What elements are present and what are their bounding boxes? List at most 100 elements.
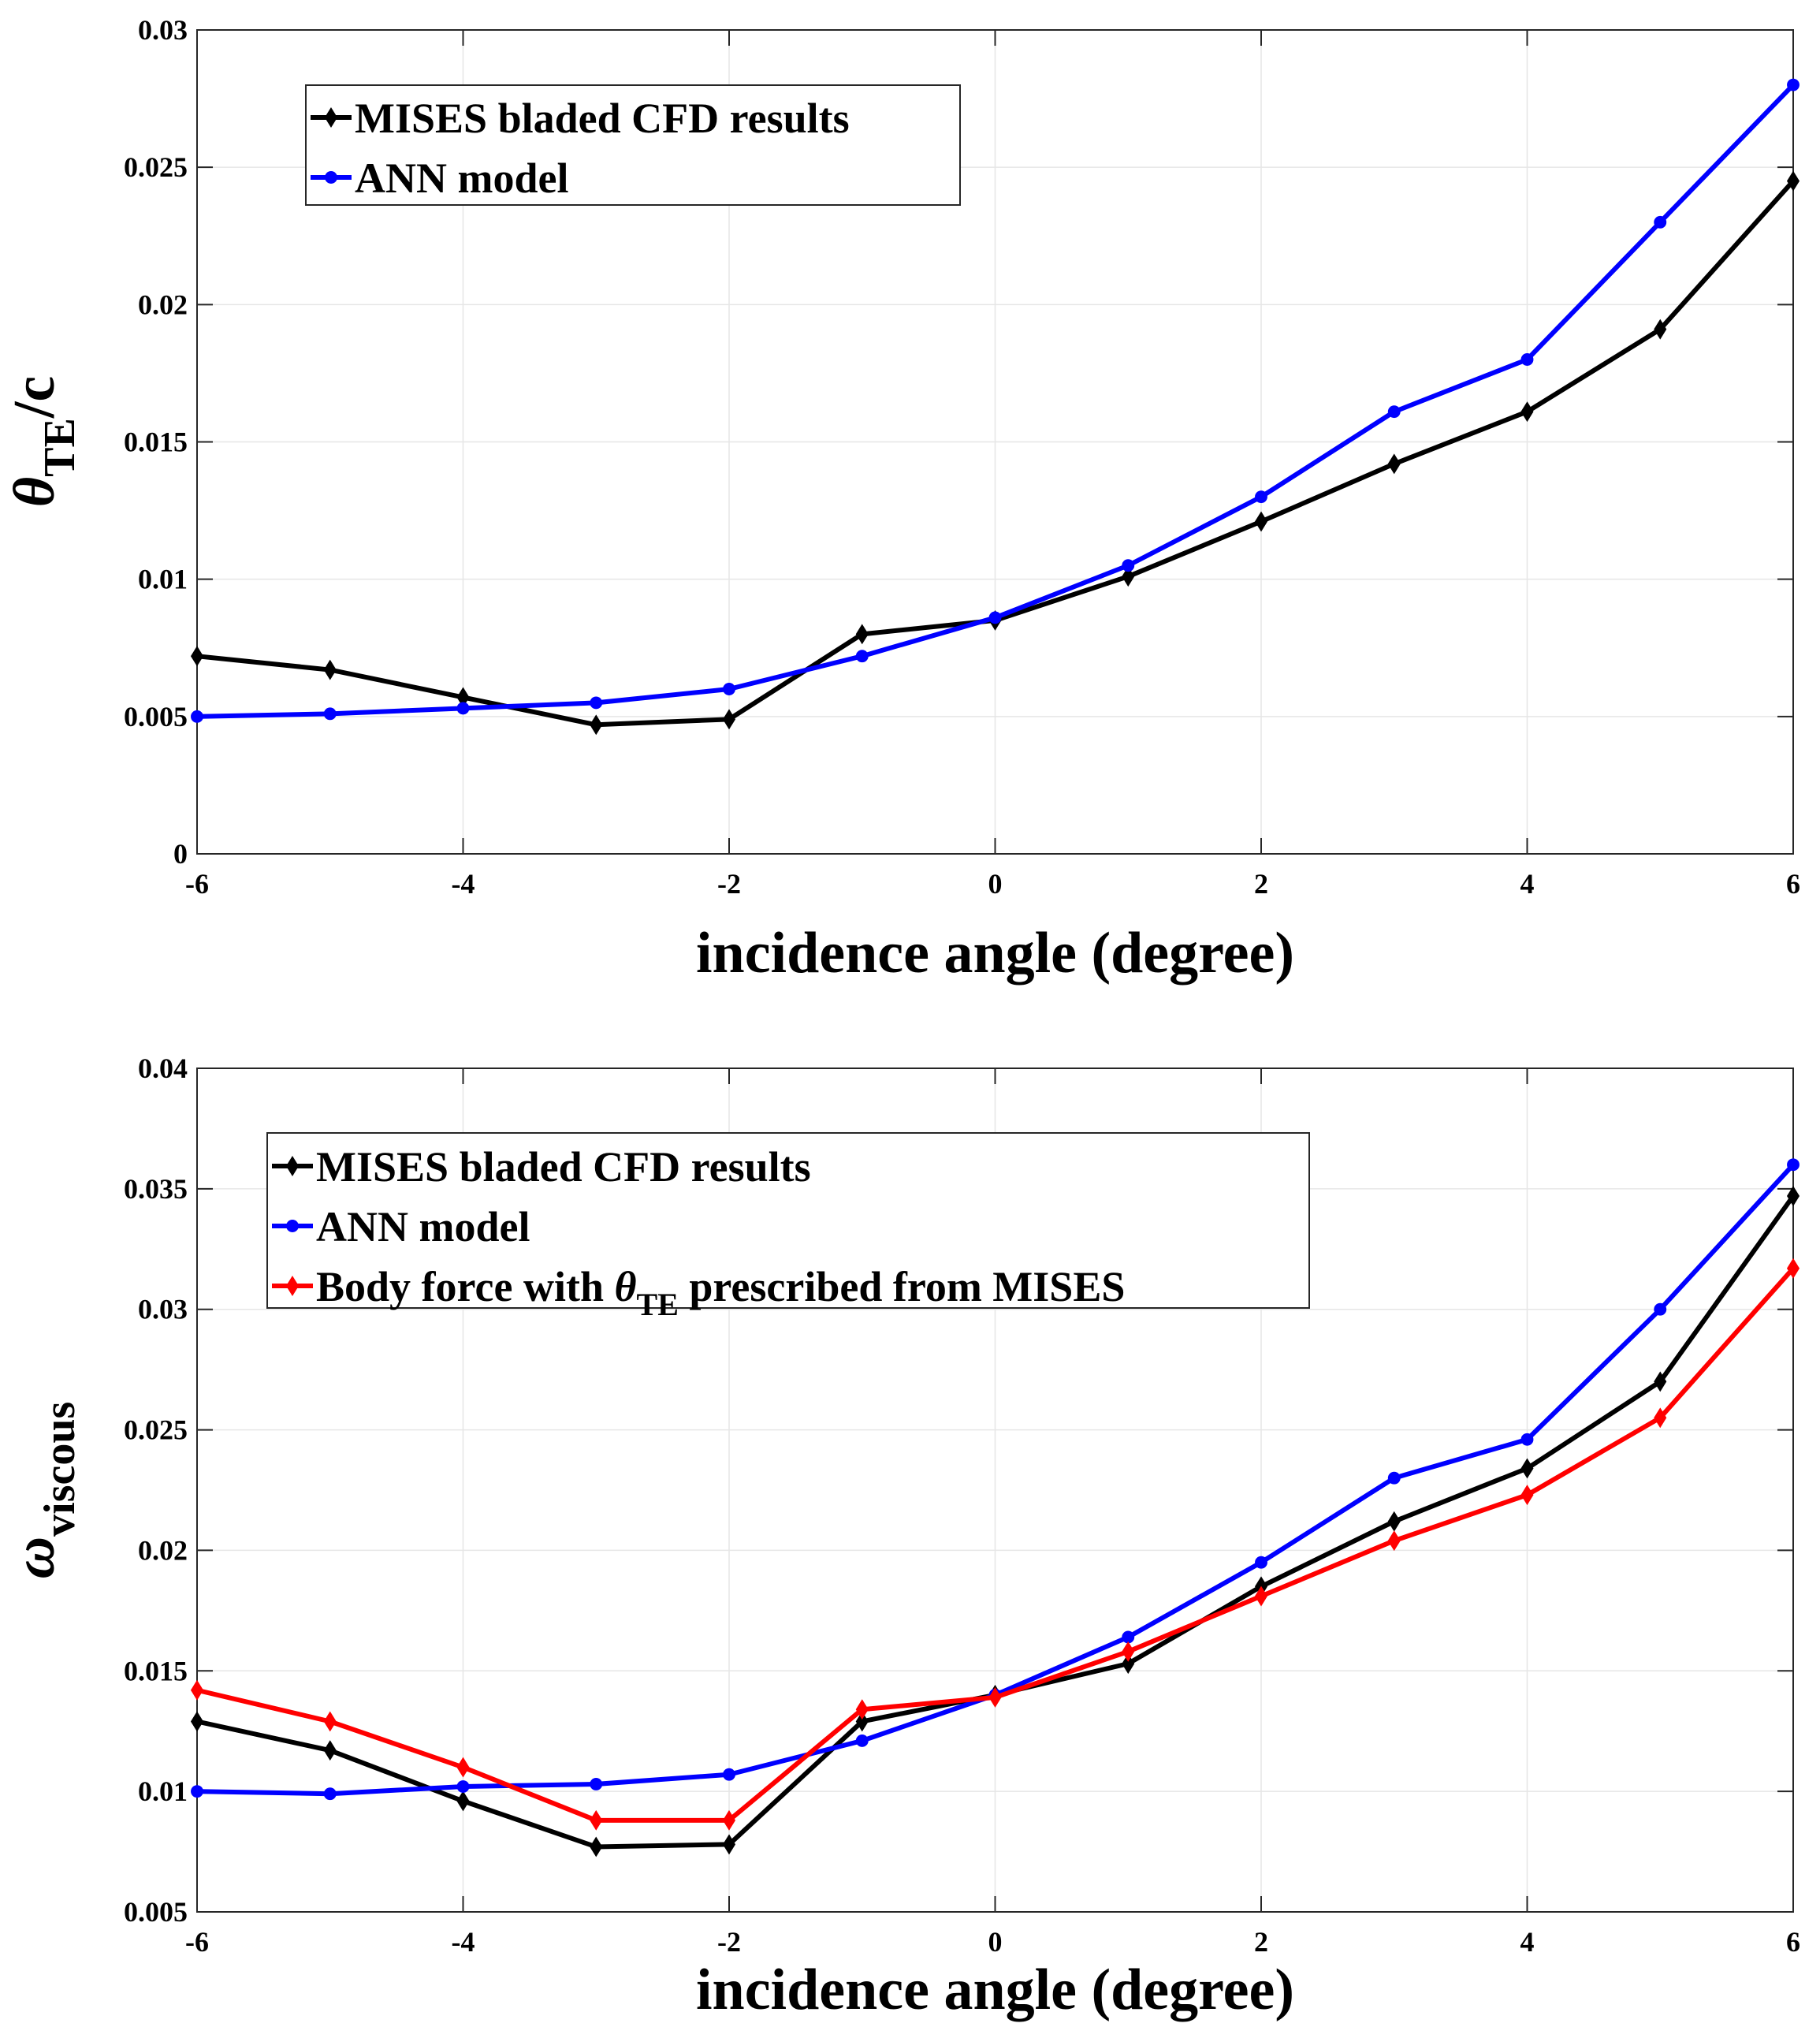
x-tick-label: 0 — [988, 1926, 1003, 1958]
data-point — [1387, 405, 1401, 419]
data-point — [190, 1711, 204, 1732]
data-point — [723, 1768, 735, 1781]
legend-label-symbol: θ — [614, 1263, 636, 1310]
chart-1: -6 -4 -2 0 2 4 6 0 0.005 0.01 0.015 0.02 0.025 0.03 in… — [2, 14, 1800, 986]
data-point — [190, 646, 204, 667]
y-tick-label: 0.02 — [138, 289, 188, 320]
data-point — [456, 1780, 470, 1793]
data-point — [1122, 1641, 1135, 1662]
x-axis-label: incidence angle (degree) — [696, 921, 1294, 986]
axes-box — [196, 1068, 1794, 1913]
data-point — [1254, 511, 1268, 532]
data-point — [323, 1740, 337, 1761]
series-3 — [190, 1258, 1800, 1831]
legend-label: MISES bladed CFD results — [355, 95, 850, 142]
data-point — [590, 1778, 603, 1790]
data-point — [1387, 453, 1401, 475]
data-point — [1255, 1556, 1267, 1569]
data-point — [1654, 1407, 1667, 1429]
data-point — [323, 1711, 337, 1732]
data-point — [1122, 566, 1135, 587]
x-tick-label: 2 — [1254, 868, 1268, 900]
y-tick-label: 0.005 — [124, 1896, 188, 1928]
legend-label: ANN model — [355, 155, 568, 202]
series-2 — [191, 78, 1800, 723]
y-tick-label: 0.01 — [138, 564, 188, 595]
y-axis-label: θTE/c — [2, 376, 84, 508]
y-tick-label: 0 — [173, 838, 188, 870]
data-point — [590, 1809, 603, 1831]
x-tick-label: 6 — [1786, 868, 1800, 900]
y-axis-label-tail: /c — [2, 376, 67, 419]
data-point — [1787, 78, 1800, 91]
data-point — [722, 1809, 736, 1831]
data-point — [722, 709, 736, 730]
legend-marker — [286, 1220, 299, 1232]
data-point — [1520, 1458, 1534, 1479]
data-point — [855, 1711, 869, 1732]
data-point — [1786, 1186, 1800, 1206]
x-tick-label: -4 — [452, 1926, 475, 1958]
y-tick-label: 0.025 — [124, 1414, 188, 1446]
data-point — [723, 683, 735, 695]
data-point — [456, 702, 470, 715]
data-point — [1520, 1485, 1534, 1506]
legend-label: MISES bladed CFD results — [316, 1143, 811, 1190]
data-point — [590, 1836, 603, 1857]
data-point — [323, 707, 337, 721]
x-tick-label: 6 — [1786, 1926, 1800, 1958]
data-point — [323, 1787, 337, 1801]
data-point — [323, 659, 337, 680]
data-point — [1654, 319, 1667, 340]
data-point — [855, 624, 869, 645]
data-point — [1520, 401, 1534, 423]
data-point — [190, 1679, 204, 1701]
legend-label: ANN model — [316, 1203, 530, 1250]
data-point — [1786, 170, 1800, 192]
data-point — [1387, 1530, 1401, 1552]
data-point — [1786, 1258, 1800, 1279]
data-point — [855, 1735, 869, 1747]
y-tick-label: 0.015 — [124, 1655, 188, 1686]
data-point — [590, 696, 603, 710]
y-axis-label: ωviscous — [2, 1402, 84, 1579]
x-tick-label: 4 — [1520, 868, 1535, 900]
y-tick-label: 0.04 — [138, 1053, 188, 1084]
y-tick-label: 0.03 — [138, 14, 188, 46]
legend-label-subscript: TE — [637, 1287, 679, 1322]
x-tick-label: -6 — [185, 868, 209, 900]
legend-marker — [324, 107, 338, 128]
legend: MISES bladed CFD results ANN model — [305, 84, 961, 206]
y-tick-label: 0.015 — [124, 427, 188, 458]
legend-marker — [285, 1156, 300, 1176]
x-tick-label: -2 — [717, 1926, 741, 1958]
data-point — [1122, 1653, 1135, 1675]
data-point — [1387, 1471, 1401, 1485]
data-point — [1654, 1302, 1667, 1316]
data-point — [722, 1834, 736, 1855]
y-axis-label-symbol: θ — [2, 477, 67, 507]
data-point — [1122, 1630, 1135, 1644]
y-tick-label: 0.01 — [138, 1775, 188, 1807]
axes-box — [196, 29, 1794, 855]
x-tick-label: 4 — [1520, 1926, 1535, 1958]
y-axis-label-symbol: ω — [2, 1537, 67, 1579]
data-point — [456, 1757, 470, 1778]
chart-2: -6 -4 -2 0 2 4 6 0.005 0.01 0.015 0.02 0.025 0.03 0.0… — [2, 1053, 1800, 2022]
data-point — [855, 1699, 869, 1720]
legend-marker — [285, 1276, 300, 1296]
data-point — [191, 1785, 203, 1798]
x-tick-label: -6 — [185, 1926, 209, 1958]
data-point — [1654, 1371, 1667, 1392]
y-tick-label: 0.005 — [124, 701, 188, 732]
y-tick-label: 0.03 — [138, 1294, 188, 1325]
legend-label: Body force with θTE prescribed from MISE… — [316, 1263, 1125, 1322]
data-point — [1654, 215, 1667, 229]
legend-label-part: prescribed from MISES — [679, 1263, 1126, 1310]
x-tick-label: 2 — [1254, 1926, 1268, 1958]
x-tick-label: -4 — [452, 868, 475, 900]
data-point — [1520, 353, 1534, 366]
data-point — [1787, 1158, 1800, 1172]
legend-box — [266, 1132, 1310, 1309]
